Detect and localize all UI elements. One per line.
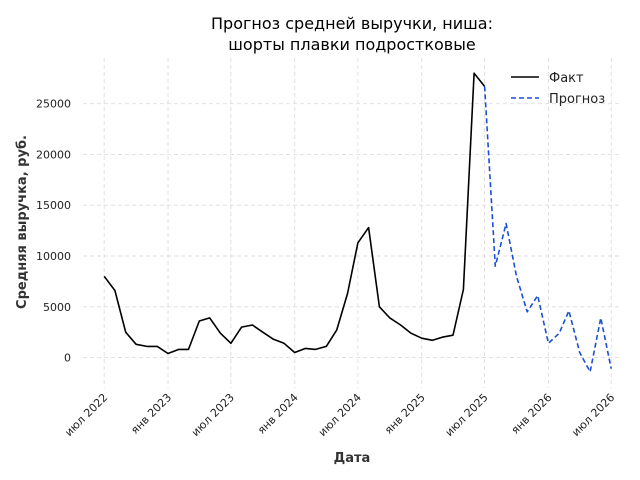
x-tick-label: янв 2026 [509, 391, 555, 437]
y-tick-label: 20000 [36, 148, 71, 161]
legend: Факт Прогноз [511, 71, 605, 107]
y-tick-label: 15000 [36, 199, 71, 212]
series-line-forecast [483, 86, 612, 373]
chart-title-line-2: шорты плавки подростковые [228, 35, 475, 54]
chart-title-line-1: Прогноз средней выручки, ниша: [211, 14, 493, 33]
series-layer [103, 72, 612, 373]
x-tick-label: янв 2024 [255, 391, 301, 437]
series-line-fact [103, 72, 486, 355]
y-tick-label: 5000 [43, 301, 71, 314]
tick-labels: июл 2022 янв 2023 июл 2023 янв 2024 июл 2024… [36, 98, 617, 439]
y-tick-label: 0 [64, 352, 71, 365]
x-axis-label: Дата [334, 451, 371, 466]
x-tick-label: июл 2026 [569, 391, 617, 439]
y-tick-label: 10000 [36, 250, 71, 263]
x-tick-label: июл 2024 [316, 391, 364, 439]
y-axis-label: Средняя выручка, руб. [15, 135, 30, 309]
x-tick-label: янв 2023 [128, 391, 174, 437]
x-tick-label: июл 2023 [189, 391, 237, 439]
legend-label-forecast: Прогноз [549, 92, 605, 107]
x-tick-label: июл 2022 [62, 391, 110, 439]
x-tick-label: янв 2025 [382, 391, 428, 437]
grid [83, 58, 622, 388]
legend-label-fact: Факт [549, 71, 584, 86]
y-tick-label: 25000 [36, 98, 71, 111]
x-tick-label: июл 2025 [443, 391, 491, 439]
